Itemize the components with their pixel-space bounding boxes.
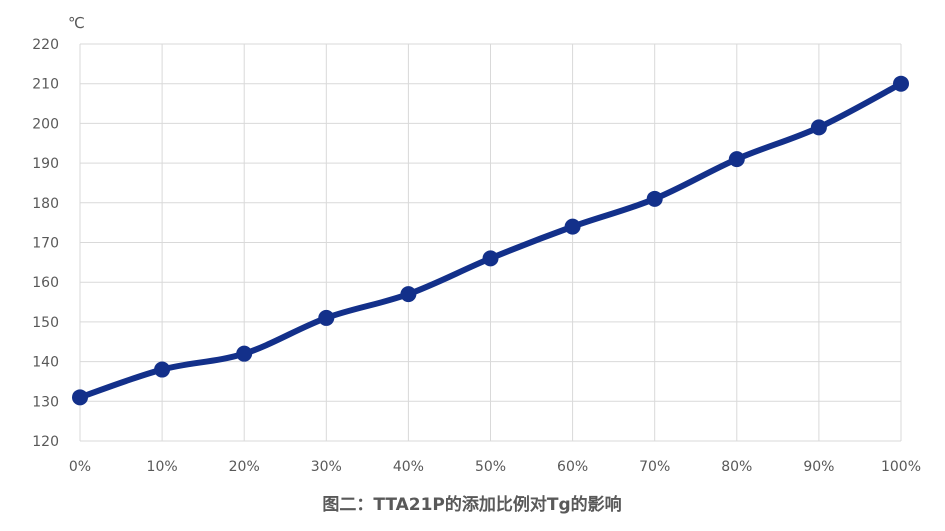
y-tick-label: 190 bbox=[32, 156, 59, 172]
y-tick-label: 210 bbox=[32, 77, 59, 93]
y-tick-label: 180 bbox=[32, 196, 59, 212]
y-tick-label: 120 bbox=[32, 434, 59, 450]
y-tick-label: 200 bbox=[32, 116, 59, 132]
y-tick-label: 130 bbox=[32, 394, 59, 410]
data-point bbox=[728, 151, 745, 168]
x-tick-label: 0% bbox=[69, 459, 91, 475]
x-tick-label: 10% bbox=[147, 459, 178, 475]
x-axis-ticks: 0% 10% 20% 30% 40% 50% 60% 70% 80% 90% 100% bbox=[69, 459, 921, 475]
grid-lines bbox=[79, 43, 902, 442]
series-line bbox=[72, 75, 909, 406]
data-point bbox=[482, 250, 499, 267]
x-tick-label: 70% bbox=[639, 459, 670, 475]
data-point bbox=[236, 345, 253, 362]
data-point bbox=[564, 218, 581, 235]
data-point bbox=[646, 190, 663, 207]
x-tick-label: 50% bbox=[475, 459, 506, 475]
x-tick-label: 90% bbox=[803, 459, 834, 475]
data-point bbox=[318, 309, 335, 326]
y-tick-label: 220 bbox=[32, 37, 59, 53]
data-point bbox=[72, 389, 88, 406]
y-tick-label: 140 bbox=[32, 355, 59, 371]
x-tick-label: 40% bbox=[393, 459, 424, 475]
data-point bbox=[810, 119, 827, 136]
data-point bbox=[893, 75, 909, 92]
y-axis-unit-label: ℃ bbox=[68, 14, 85, 32]
x-tick-label: 60% bbox=[557, 459, 588, 475]
y-tick-label: 160 bbox=[32, 275, 59, 291]
y-tick-label: 170 bbox=[32, 236, 59, 252]
x-tick-label: 80% bbox=[721, 459, 752, 475]
x-tick-label: 30% bbox=[311, 459, 342, 475]
x-tick-label: 100% bbox=[881, 459, 921, 475]
y-tick-label: 150 bbox=[32, 315, 59, 331]
data-point bbox=[400, 286, 417, 303]
data-point bbox=[154, 361, 171, 378]
chart-title: 图二：TTA21P的添加比例对Tg的影响 bbox=[322, 494, 621, 515]
x-tick-label: 20% bbox=[229, 459, 260, 475]
y-axis-ticks: 120 130 140 150 160 170 180 190 200 210 220 bbox=[32, 37, 59, 450]
